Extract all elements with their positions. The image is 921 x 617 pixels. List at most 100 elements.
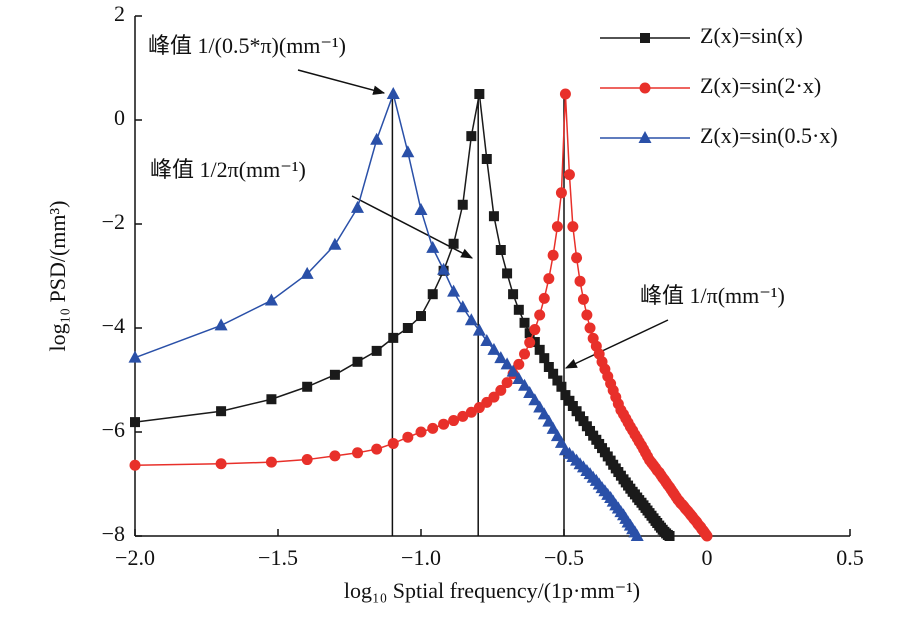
marker <box>300 266 314 279</box>
marker <box>415 426 427 438</box>
marker <box>638 131 652 143</box>
marker <box>519 317 530 328</box>
marker <box>538 292 550 304</box>
arrow <box>564 319 669 369</box>
marker <box>547 249 559 261</box>
marker <box>584 322 596 334</box>
marker <box>464 313 478 326</box>
marker <box>388 332 399 343</box>
marker <box>438 418 450 430</box>
marker <box>352 447 364 459</box>
marker <box>519 348 531 360</box>
marker <box>128 350 142 363</box>
marker <box>465 406 477 418</box>
x-tick-label: −1.0 <box>401 545 441 570</box>
marker <box>371 345 382 356</box>
marker <box>401 145 415 158</box>
marker <box>502 268 513 279</box>
marker <box>567 401 578 411</box>
marker <box>494 351 508 364</box>
marker <box>488 391 500 403</box>
marker <box>266 394 277 405</box>
marker <box>529 324 541 336</box>
marker <box>506 364 520 377</box>
marker <box>130 417 140 428</box>
marker <box>559 88 571 100</box>
marker <box>329 369 340 380</box>
marker <box>567 221 579 233</box>
marker <box>501 377 513 389</box>
marker <box>640 33 650 43</box>
marker <box>448 238 459 249</box>
marker <box>664 531 675 541</box>
marker <box>563 169 575 181</box>
marker <box>571 406 582 417</box>
y-tick-label: −2 <box>102 209 125 234</box>
marker <box>508 289 519 300</box>
marker <box>302 381 313 392</box>
marker <box>216 406 227 417</box>
marker <box>426 240 440 253</box>
marker <box>264 293 278 306</box>
marker <box>548 368 559 379</box>
marker <box>129 459 141 471</box>
marker <box>352 356 363 367</box>
x-tick-label: −1.5 <box>258 545 298 570</box>
x-tick-label: 0 <box>702 545 713 570</box>
marker <box>542 414 556 427</box>
marker <box>551 221 563 233</box>
marker <box>523 386 537 398</box>
marker <box>495 384 507 396</box>
marker <box>301 454 313 466</box>
marker <box>265 456 277 468</box>
x-tick-label: 0.5 <box>836 545 864 570</box>
marker <box>534 309 546 321</box>
marker <box>328 237 342 250</box>
marker <box>370 132 384 145</box>
marker <box>574 275 586 287</box>
marker <box>524 328 535 339</box>
marker <box>488 211 499 222</box>
marker <box>427 289 438 300</box>
marker <box>447 284 461 297</box>
marker <box>500 357 514 370</box>
marker <box>630 529 644 541</box>
marker <box>513 304 524 315</box>
marker <box>564 395 575 406</box>
marker <box>329 450 341 462</box>
marker <box>518 378 532 391</box>
marker <box>533 400 547 413</box>
y-tick-label: −4 <box>102 313 125 338</box>
legend-label: Z(x)=sin(2·x) <box>700 73 821 98</box>
y-tick-label: 2 <box>114 1 125 26</box>
marker <box>457 410 469 422</box>
marker <box>701 530 713 542</box>
x-axis-label: log₁₀ Sptial frequency/(1p·mm⁻¹) <box>344 578 640 603</box>
marker <box>537 407 551 420</box>
legend-label: Z(x)=sin(x) <box>700 23 803 48</box>
annotation: 峰值 1/2π(mm⁻¹) <box>150 157 306 182</box>
marker <box>524 337 536 349</box>
marker <box>581 309 593 321</box>
annotation: 峰值 1/π(mm⁻¹) <box>640 283 785 308</box>
marker <box>534 344 545 355</box>
marker <box>416 311 426 322</box>
marker <box>371 443 383 455</box>
marker <box>437 262 451 275</box>
marker <box>402 431 414 443</box>
marker <box>351 200 365 213</box>
arrow <box>297 69 386 95</box>
marker <box>457 199 468 210</box>
x-tick-label: −2.0 <box>115 545 155 570</box>
marker <box>555 187 567 199</box>
marker <box>427 422 439 434</box>
marker <box>387 437 399 449</box>
marker <box>402 323 413 333</box>
marker <box>487 342 501 355</box>
y-tick-label: 0 <box>114 105 125 130</box>
marker <box>513 358 525 370</box>
marker <box>495 245 506 255</box>
y-axis-label: log₁₀ PSD/(mm³) <box>45 201 70 352</box>
legend-label: Z(x)=sin(0.5·x) <box>700 123 838 148</box>
